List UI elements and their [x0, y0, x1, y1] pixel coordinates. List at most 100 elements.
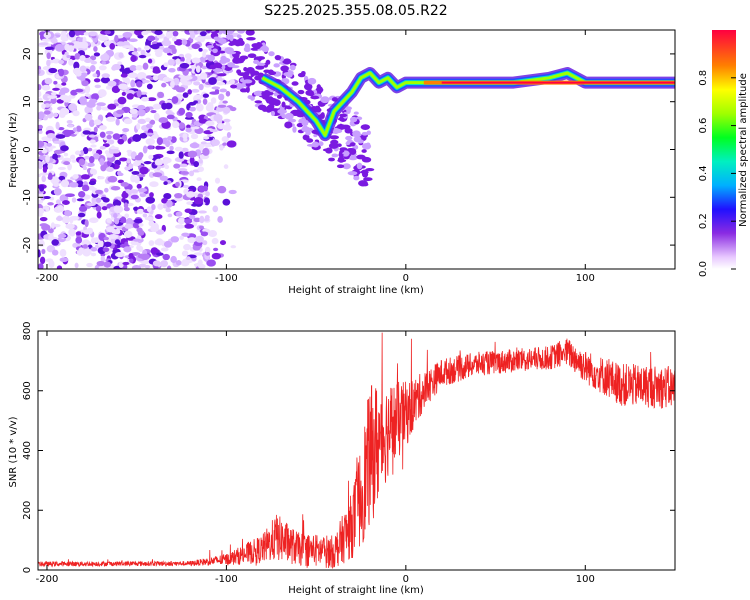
tail-blob — [361, 169, 368, 174]
tail-blob — [213, 36, 220, 41]
noise-blob — [107, 80, 117, 87]
noise-blob — [202, 136, 210, 140]
noise-blob — [41, 84, 51, 91]
noise-blob — [142, 213, 148, 218]
noise-blob — [144, 117, 151, 123]
noise-blob — [211, 86, 221, 90]
tail-blob — [247, 53, 257, 59]
noise-blob — [131, 170, 140, 175]
tail-blob — [322, 148, 333, 152]
noise-blob — [208, 77, 217, 85]
noise-blob — [150, 109, 157, 114]
tail-blob — [229, 34, 234, 42]
noise-blob — [133, 218, 143, 224]
noise-blob — [39, 256, 46, 265]
noise-blob — [178, 151, 184, 159]
noise-blob — [65, 223, 75, 230]
tail-blob — [311, 141, 320, 148]
noise-blob — [89, 98, 98, 104]
noise-blob — [198, 47, 203, 52]
noise-blob — [75, 231, 82, 236]
noise-blob — [48, 146, 53, 152]
noise-blob — [98, 35, 109, 42]
tail-blob — [222, 57, 231, 63]
tail-blob — [281, 101, 286, 108]
noise-blob — [197, 166, 205, 172]
noise-blob — [46, 52, 51, 60]
noise-blob — [219, 88, 227, 93]
noise-blob — [57, 127, 65, 131]
tail-blob — [256, 56, 266, 60]
noise-blob — [38, 111, 45, 120]
noise-blob — [182, 75, 193, 80]
noise-blob — [88, 156, 95, 164]
tail-blob — [222, 23, 229, 30]
noise-blob — [76, 127, 82, 132]
tail-blob — [254, 43, 263, 48]
noise-blob — [170, 136, 177, 143]
noise-blob — [136, 174, 146, 178]
tail-blob — [305, 89, 315, 96]
tail-blob — [342, 151, 350, 156]
noise-blob — [132, 161, 142, 167]
noise-blob — [43, 110, 51, 115]
tail-blob — [361, 156, 372, 163]
noise-blob — [55, 121, 60, 130]
tail-blob — [342, 163, 351, 170]
noise-blob — [54, 206, 60, 211]
noise-blob — [222, 100, 228, 104]
noise-blob — [180, 171, 190, 175]
noise-blob — [72, 41, 82, 49]
noise-blob — [56, 215, 63, 221]
tail-blob — [268, 70, 277, 76]
noise-blob — [148, 240, 155, 246]
noise-blob — [185, 57, 193, 66]
noise-blob — [130, 55, 137, 62]
noise-blob — [38, 140, 45, 148]
tail-blob — [301, 121, 309, 126]
noise-blob — [164, 164, 170, 170]
tail-blob — [214, 63, 223, 69]
noise-blob — [140, 96, 149, 102]
noise-blob — [99, 125, 107, 131]
noise-blob — [151, 222, 159, 231]
noise-blob — [198, 118, 208, 124]
noise-blob — [68, 228, 75, 237]
tail-blob — [347, 171, 358, 176]
noise-blob — [164, 102, 173, 110]
noise-blob — [74, 150, 81, 156]
tail-blob — [211, 15, 216, 22]
noise-blob — [62, 200, 70, 205]
noise-blob — [111, 228, 117, 233]
noise-blob — [79, 65, 87, 72]
ridge-band-green — [261, 71, 675, 137]
noise-blob — [134, 30, 144, 36]
noise-blob — [93, 46, 98, 52]
noise-blob — [44, 77, 53, 85]
noise-blob — [89, 217, 99, 224]
noise-blob — [53, 140, 61, 144]
noise-blob — [100, 255, 106, 262]
noise-blob — [95, 189, 103, 195]
noise-blob — [162, 157, 172, 164]
noise-blob — [89, 168, 94, 175]
noise-blob — [82, 166, 87, 171]
noise-blob — [68, 59, 74, 66]
noise-blob — [213, 114, 223, 122]
noise-blob — [225, 121, 231, 129]
tail-blob — [332, 127, 340, 135]
noise-blob — [81, 184, 90, 192]
noise-blob — [182, 92, 189, 98]
noise-blob — [78, 158, 86, 166]
noise-blob — [99, 145, 106, 150]
noise-blob — [48, 260, 55, 268]
noise-blob — [206, 259, 216, 267]
noise-blob — [163, 62, 169, 68]
noise-blob — [102, 52, 109, 60]
tail-blob — [282, 59, 292, 64]
noise-blob — [78, 190, 86, 198]
noise-blob — [64, 193, 75, 198]
tail-blob — [329, 135, 339, 140]
noise-blob — [141, 30, 149, 36]
noise-blob — [83, 155, 91, 160]
